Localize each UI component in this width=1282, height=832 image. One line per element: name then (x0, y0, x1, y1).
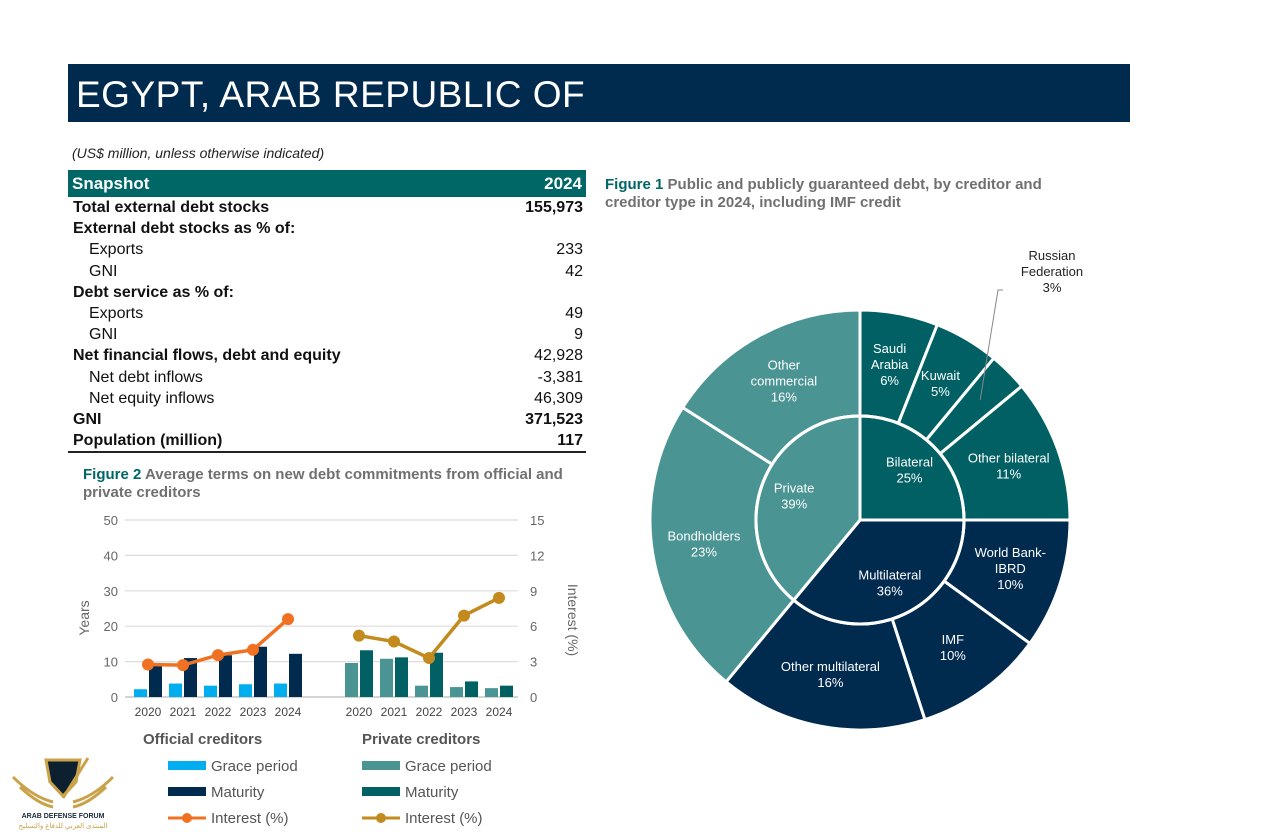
snapshot-year: 2024 (544, 173, 582, 193)
units-note: (US$ million, unless otherwise indicated… (72, 145, 325, 161)
svg-text:المنتدى العربي للدفاع والتسليح: المنتدى العربي للدفاع والتسليح (19, 822, 108, 830)
outer-slice-label: Kuwait 5% (921, 368, 960, 399)
table-row: Net financial flows, debt and equity 42,9… (68, 345, 586, 366)
table-row: Population (million) 117 (68, 430, 586, 451)
inner-slice-label: Private 39% (774, 480, 814, 511)
page-title: EGYPT, ARAB REPUBLIC OF (76, 74, 586, 115)
row-label: External debt stocks as % of: (73, 220, 296, 238)
row-label: GNI (73, 410, 102, 428)
table-row: GNI 9 (68, 324, 586, 345)
row-label: Total external debt stocks (73, 199, 270, 216)
snapshot-title: Snapshot (72, 173, 150, 193)
row-value: 117 (557, 432, 583, 450)
table-row: Debt service as % of: (68, 282, 586, 303)
table-row: Net debt inflows -3,381 (68, 367, 586, 388)
outer-slice-label: Other multilateral 16% (781, 659, 880, 690)
figure1-number: Figure 1 (605, 176, 664, 193)
snapshot-header: Snapshot 2024 (68, 170, 586, 197)
row-value: 155,973 (525, 199, 583, 216)
row-label: GNI (89, 326, 118, 344)
figure1-caption: Public and publicly guaranteed debt, by … (605, 176, 1042, 211)
row-value: 49 (565, 304, 583, 322)
row-label: Population (million) (73, 432, 223, 450)
snapshot-table: Snapshot 2024 Total external debt stocks… (68, 170, 586, 454)
table-row: GNI 371,523 (68, 409, 586, 430)
outer-slice-label: IMF 10% (940, 632, 966, 663)
row-value: 371,523 (525, 410, 583, 428)
table-row: Net equity inflows 46,309 (68, 388, 586, 409)
arab-defense-forum-logo: ARAB DEFENSE FORUM المنتدى العربي للدفاع… (11, 757, 115, 830)
outer-slice-label: Other bilateral 11% (968, 450, 1050, 481)
table-row: External debt stocks as % of: (68, 218, 586, 239)
table-row: Exports 49 (68, 303, 586, 324)
row-label: Net financial flows, debt and equity (73, 347, 341, 365)
row-value: -3,381 (537, 368, 583, 386)
row-label: Exports (89, 241, 144, 259)
outer-slice-label: Russian Federation 3% (1021, 248, 1083, 295)
outer-slice-label: Bondholders 23% (667, 529, 740, 560)
country-title-bar: EGYPT, ARAB REPUBLIC OF (68, 64, 1130, 122)
table-row: Exports 233 (68, 239, 586, 260)
table-bottom-rule (68, 451, 586, 454)
row-label: Exports (89, 304, 144, 322)
table-row: Total external debt stocks 155,973 (68, 197, 586, 218)
row-label: Net debt inflows (89, 368, 203, 386)
row-label: Net equity inflows (89, 389, 215, 407)
row-label: GNI (89, 262, 118, 280)
row-value: 42,928 (534, 347, 583, 365)
table-row: GNI 42 (68, 261, 586, 282)
svg-text:ARAB DEFENSE FORUM: ARAB DEFENSE FORUM (22, 813, 105, 820)
row-value: 46,309 (534, 389, 583, 407)
row-value: 9 (574, 326, 583, 344)
figure1-title: Figure 1 Public and publicly guaranteed … (605, 176, 1085, 212)
figure2-title: Figure 2 Average terms on new debt commi… (83, 466, 573, 502)
row-label: Debt service as % of: (73, 283, 234, 301)
outer-slice-label: Saudi Arabia 6% (871, 341, 909, 388)
row-value: 42 (565, 262, 583, 280)
inner-slice-label: Multilateral 36% (858, 567, 921, 598)
outer-slice-label: World Bank-IBRD 10% (975, 545, 1046, 592)
outer-slice-label: Other commercial 16% (751, 358, 818, 405)
figure2-number: Figure 2 (83, 466, 142, 483)
row-value: 233 (556, 241, 583, 259)
leader-line (979, 289, 1003, 400)
inner-slice-label: Bilateral 25% (886, 455, 933, 486)
figure2-caption: Average terms on new debt commitments fr… (83, 466, 563, 501)
